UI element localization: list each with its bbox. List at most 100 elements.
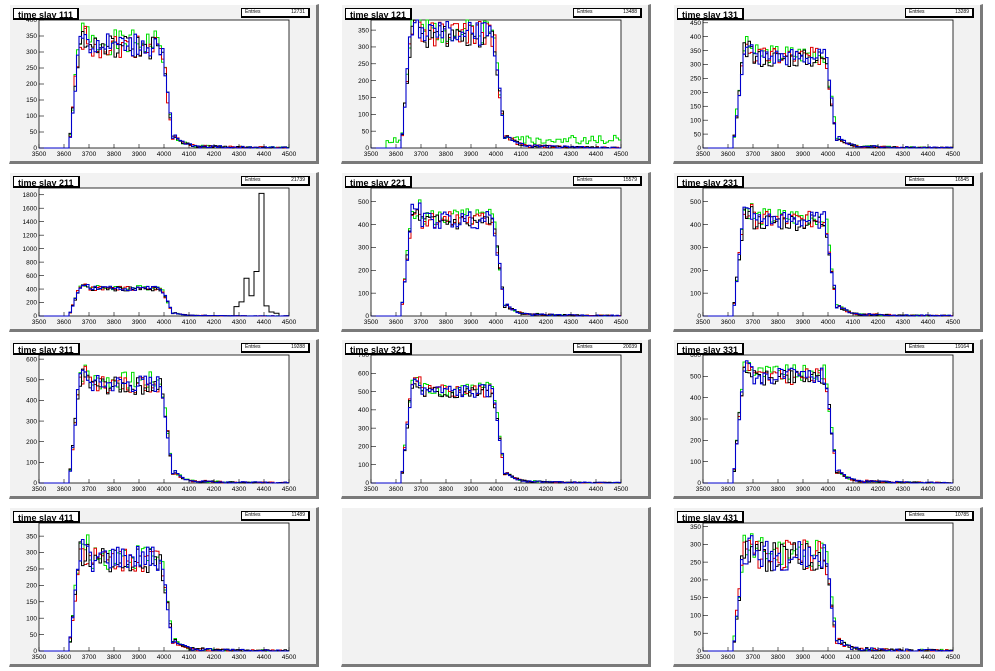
stats-value: 19288 xyxy=(291,344,305,350)
x-tick-label: 3800 xyxy=(771,319,786,326)
stats-label: Entries xyxy=(909,177,925,183)
y-tick-label: 250 xyxy=(690,76,701,83)
plot-frame xyxy=(702,522,954,652)
y-tick-label: 400 xyxy=(358,407,369,414)
histogram-title: time slay 311 xyxy=(13,343,80,355)
y-tick-label: 250 xyxy=(690,559,701,566)
stats-label: Entries xyxy=(577,9,593,15)
y-tick-label: 150 xyxy=(690,103,701,110)
x-tick-label: 3700 xyxy=(746,151,761,158)
x-tick-label: 3500 xyxy=(696,654,711,661)
x-tick-label: 4500 xyxy=(282,319,297,326)
series-blue-line xyxy=(371,202,621,317)
histogram-svg: 3500 3600 3700 3800 3900 4000 4100 4200 4300 4400… xyxy=(690,352,960,493)
x-tick-label: 4200 xyxy=(871,654,886,661)
x-tick-label: 4400 xyxy=(589,319,604,326)
y-tick-label: 0 xyxy=(33,648,37,655)
y-tick-label: 300 xyxy=(690,416,701,423)
x-tick-label: 4000 xyxy=(157,654,172,661)
x-tick-label: 3500 xyxy=(696,486,711,493)
y-tick-label: 100 xyxy=(690,459,701,466)
x-tick-label: 4500 xyxy=(614,319,629,326)
x-tick-label: 4100 xyxy=(182,151,197,158)
y-tick-label: 500 xyxy=(26,377,37,384)
histogram-pad: 3500 3600 3700 3800 3900 4000 4100 4200 4300 4400… xyxy=(9,4,319,164)
y-tick-label: 0 xyxy=(33,480,37,487)
x-tick-label: 4100 xyxy=(514,486,529,493)
histogram-pad: 3500 3600 3700 3800 3900 4000 4100 4200 4300 4400… xyxy=(341,339,651,499)
y-tick-label: 350 xyxy=(358,27,369,34)
x-tick-label: 4300 xyxy=(896,319,911,326)
x-tick-label: 3800 xyxy=(771,151,786,158)
x-tick-label: 4100 xyxy=(182,486,197,493)
stats-value: 11489 xyxy=(291,512,305,518)
y-tick-label: 50 xyxy=(694,630,702,637)
y-tick-label: 400 xyxy=(690,222,701,229)
x-tick-label: 3800 xyxy=(107,319,122,326)
x-tick-label: 3500 xyxy=(696,319,711,326)
x-tick-label: 3900 xyxy=(132,654,147,661)
x-tick-label: 3500 xyxy=(32,654,47,661)
stats-box: Entries 21739 xyxy=(241,176,310,186)
x-tick-label: 4500 xyxy=(946,319,961,326)
y-tick-label: 1000 xyxy=(23,246,38,253)
y-tick-label: 350 xyxy=(690,48,701,55)
histogram-svg: 3500 3600 3700 3800 3900 4000 4100 4200 4300 4400… xyxy=(690,522,961,661)
x-tick-label: 4500 xyxy=(282,486,297,493)
x-tick-label: 3700 xyxy=(746,319,761,326)
y-tick-label: 500 xyxy=(690,199,701,206)
histogram-svg: 3500 3600 3700 3800 3900 4000 4100 4200 4300 4400… xyxy=(358,19,629,158)
x-tick-label: 4000 xyxy=(157,486,172,493)
y-tick-label: 300 xyxy=(358,44,369,51)
x-tick-label: 4000 xyxy=(489,151,504,158)
stats-box: Entries 10785 xyxy=(905,511,974,521)
x-tick-label: 3800 xyxy=(771,486,786,493)
plot-frame xyxy=(38,354,290,484)
x-tick-label: 4200 xyxy=(871,319,886,326)
stats-value: 21739 xyxy=(291,177,305,183)
x-tick-label: 3500 xyxy=(32,151,47,158)
y-tick-label: 250 xyxy=(26,566,37,573)
y-tick-label: 0 xyxy=(697,648,701,655)
histogram-title: time slay 131 xyxy=(677,8,745,20)
x-tick-label: 3700 xyxy=(746,486,761,493)
x-tick-label: 3600 xyxy=(57,151,72,158)
x-tick-label: 3700 xyxy=(82,654,97,661)
x-tick-label: 4200 xyxy=(871,151,886,158)
y-tick-label: 400 xyxy=(26,398,37,405)
y-tick-label: 50 xyxy=(362,128,370,135)
stats-label: Entries xyxy=(577,177,593,183)
x-tick-label: 3900 xyxy=(796,151,811,158)
histogram-title: time slay 331 xyxy=(677,343,745,355)
x-tick-label: 4000 xyxy=(821,654,836,661)
stats-label: Entries xyxy=(577,344,593,350)
stats-value: 19164 xyxy=(955,344,969,350)
x-tick-label: 4100 xyxy=(182,319,197,326)
histogram-svg: 3500 3600 3700 3800 3900 4000 4100 4200 4300 4400… xyxy=(26,354,297,493)
y-tick-label: 100 xyxy=(26,113,37,120)
y-tick-label: 1400 xyxy=(23,219,38,226)
y-tick-label: 400 xyxy=(690,395,701,402)
y-tick-label: 100 xyxy=(358,112,369,119)
y-tick-label: 450 xyxy=(690,20,701,27)
y-tick-label: 100 xyxy=(690,613,701,620)
y-tick-label: 300 xyxy=(358,245,369,252)
histogram-pad: 3500 3600 3700 3800 3900 4000 4100 4200 4300 4400… xyxy=(673,339,983,499)
series-blue-line xyxy=(39,369,289,484)
y-tick-label: 150 xyxy=(26,97,37,104)
x-tick-label: 4100 xyxy=(514,319,529,326)
stats-box: Entries 12731 xyxy=(241,8,310,18)
histogram-title: time slay 321 xyxy=(345,343,413,355)
x-tick-label: 3600 xyxy=(389,319,404,326)
histogram-title: time slay 411 xyxy=(13,511,80,523)
stats-value: 12731 xyxy=(291,9,305,15)
x-tick-label: 3700 xyxy=(82,319,97,326)
x-tick-label: 4400 xyxy=(921,654,936,661)
y-tick-label: 200 xyxy=(26,439,37,446)
x-tick-label: 3900 xyxy=(132,151,147,158)
histogram-svg: 3500 3600 3700 3800 3900 4000 4100 4200 4300 4400… xyxy=(23,187,297,326)
y-tick-label: 400 xyxy=(26,17,37,24)
y-tick-label: 50 xyxy=(30,632,38,639)
series-blue-line xyxy=(703,535,953,652)
y-tick-label: 350 xyxy=(690,524,701,531)
